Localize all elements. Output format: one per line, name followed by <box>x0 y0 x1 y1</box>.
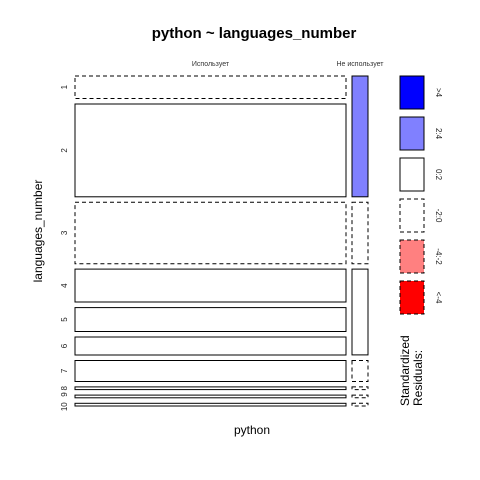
mosaic-cell <box>351 268 369 356</box>
row-label: 7 <box>60 368 69 373</box>
mosaic-cell <box>351 394 369 399</box>
column-label: Не использует <box>337 61 385 68</box>
residuals-legend: >4 2:4 0:2 -2:0 -4:-2 <-4 Standardized Residual… <box>398 75 443 406</box>
legend-swatch <box>399 239 425 274</box>
row-label: 2 <box>60 148 69 153</box>
mosaic-cell <box>351 402 369 407</box>
legend-label: 2:4 <box>434 128 443 140</box>
row-label: 10 <box>60 402 69 411</box>
mosaic-cell <box>74 394 347 399</box>
mosaic-cell <box>74 268 347 303</box>
mosaic-cell <box>74 402 347 407</box>
mosaic-cell <box>351 386 369 391</box>
column-labels: Использует Не использует <box>192 61 384 68</box>
chart-title: python ~ languages_number <box>152 25 357 42</box>
row-labels: 1 2 3 4 5 6 7 89 10 <box>60 84 69 411</box>
mosaic-cell <box>351 201 369 265</box>
mosaic-cell <box>74 307 347 333</box>
legend-title: Standardized <box>398 335 412 406</box>
row-label: 8 <box>60 386 69 391</box>
legend-swatch <box>399 75 425 110</box>
row-label: 6 <box>60 343 69 348</box>
x-axis-label: python <box>234 423 270 437</box>
legend-swatch <box>399 157 425 192</box>
legend-swatch <box>399 198 425 233</box>
legend-label: -4:-2 <box>434 248 443 265</box>
row-label: 5 <box>60 317 69 322</box>
mosaic-cell <box>351 360 369 382</box>
column-label: Использует <box>192 61 230 68</box>
row-label: 9 <box>60 392 69 397</box>
row-label: 3 <box>60 230 69 235</box>
mosaic-cell <box>351 75 369 198</box>
legend-label: <-4 <box>434 292 443 304</box>
row-label: 1 <box>60 84 69 89</box>
mosaic-cell <box>74 75 347 99</box>
legend-label: >4 <box>434 88 443 98</box>
legend-label: 0:2 <box>434 169 443 181</box>
mosaic-cells <box>74 75 369 407</box>
mosaic-cell <box>74 360 347 382</box>
y-axis-label: languages_number <box>31 180 45 283</box>
mosaic-cell <box>74 201 347 265</box>
legend-swatch <box>399 116 425 151</box>
row-label: 4 <box>60 283 69 288</box>
mosaic-cell <box>74 386 347 391</box>
legend-label: -2:0 <box>434 209 443 223</box>
legend-title: Residuals: <box>411 350 425 406</box>
legend-swatch <box>399 280 425 315</box>
mosaic-cell <box>74 103 347 198</box>
mosaic-cell <box>74 336 347 356</box>
